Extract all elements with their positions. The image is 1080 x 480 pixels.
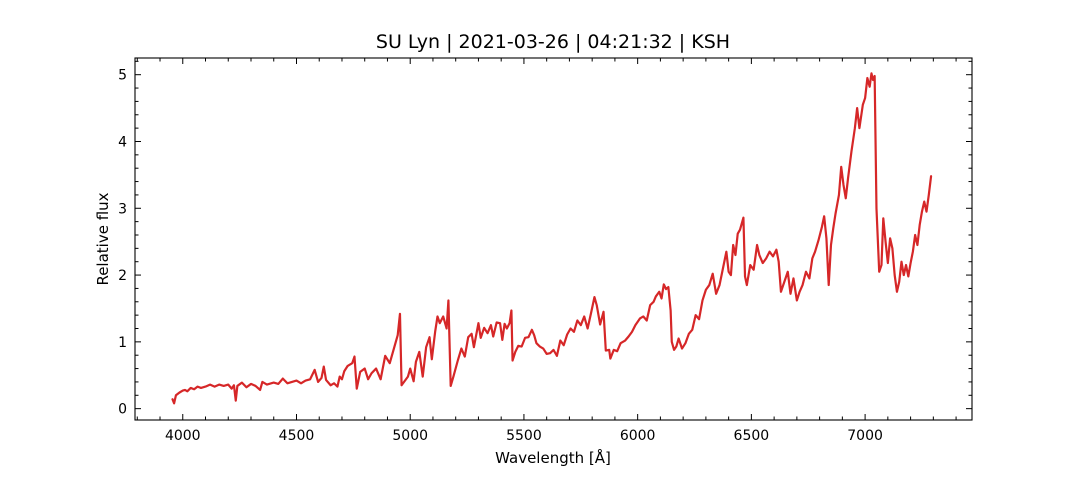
x-tick-label: 6000 bbox=[620, 428, 656, 444]
y-tick-label: 3 bbox=[118, 201, 127, 217]
x-tick-label: 5000 bbox=[392, 428, 428, 444]
x-tick-label: 5500 bbox=[506, 428, 542, 444]
y-tick-label: 1 bbox=[118, 335, 127, 351]
spectrum-line bbox=[171, 72, 933, 405]
x-tick-label: 7000 bbox=[847, 428, 883, 444]
plot-frame bbox=[134, 57, 973, 421]
y-tick-label: 0 bbox=[118, 402, 127, 418]
y-tick-label: 4 bbox=[118, 134, 127, 150]
y-tick-label: 2 bbox=[118, 268, 127, 284]
x-tick-label: 6500 bbox=[734, 428, 770, 444]
x-tick-label: 4000 bbox=[165, 428, 201, 444]
y-tick-label: 5 bbox=[118, 68, 127, 84]
chart-title: SU Lyn | 2021-03-26 | 04:21:32 | KSH bbox=[376, 31, 730, 53]
axis-ticks bbox=[135, 58, 972, 420]
y-axis-label: Relative flux bbox=[94, 192, 112, 285]
x-tick-label: 4500 bbox=[279, 428, 315, 444]
tick-labels: 4000 4500 5000 5500 6000 6500 7000 0 1 2 3 4 5 bbox=[118, 68, 883, 444]
x-axis-label: Wavelength [Å] bbox=[495, 448, 611, 467]
